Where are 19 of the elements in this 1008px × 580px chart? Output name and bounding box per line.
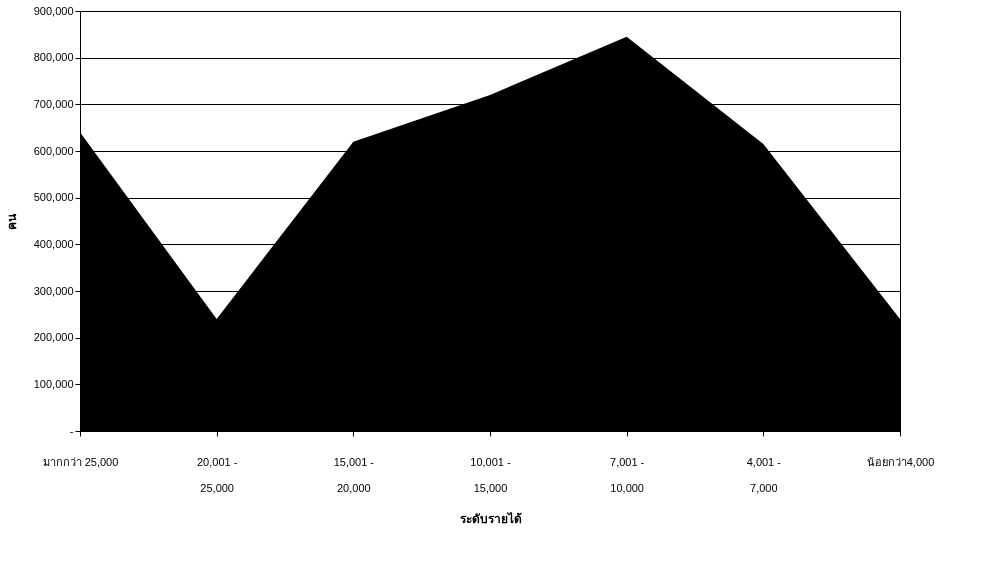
y-tick-label: 300,000: [33, 284, 74, 297]
x-axis-title: ระดับรายได้: [459, 510, 522, 526]
y-tick-label: 700,000: [33, 97, 74, 110]
category-label: 15,001 - 20,000: [333, 455, 375, 494]
x-tick-label: น้อยกว่า4,000: [866, 455, 935, 468]
y-tick-label: 600,000: [33, 144, 74, 157]
y-axis-title: คน: [4, 212, 19, 230]
category-label: 10,001 - 15,000: [470, 455, 511, 494]
y-tick-label: 100,000: [33, 377, 74, 390]
y-tick-label: 500,000: [33, 191, 74, 204]
y-tick-label: 900,000: [33, 4, 74, 17]
y-tick-label: 400,000: [33, 237, 74, 250]
category-label: 20,001 - 25,000: [196, 455, 238, 494]
category-label: 4,001 - 7,000: [746, 455, 781, 494]
category-label: 7,001 - 10,000: [610, 455, 645, 494]
y-tick-label: 800,000: [33, 51, 74, 64]
x-tick-label: มากกว่า 25,000: [42, 455, 119, 468]
y-tick-label: -: [69, 424, 74, 437]
y-tick-label: 200,000: [33, 331, 74, 344]
